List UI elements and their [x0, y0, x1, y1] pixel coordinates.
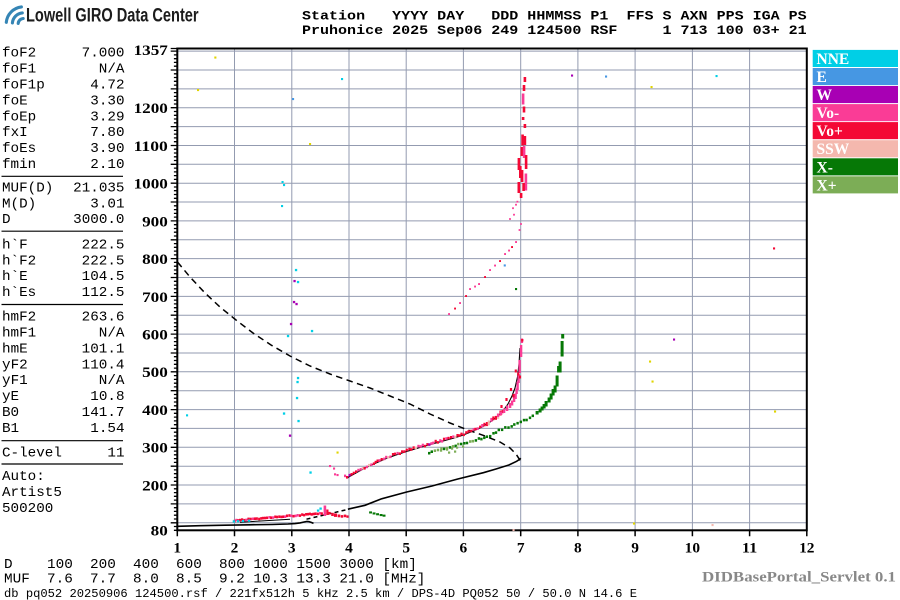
- svg-text:3000.0: 3000.0: [73, 213, 124, 228]
- svg-text:h`Es: h`Es: [2, 286, 36, 301]
- svg-text:7.000: 7.000: [82, 47, 125, 62]
- svg-text:N/A: N/A: [99, 63, 126, 78]
- svg-text:1357: 1357: [134, 43, 169, 59]
- svg-text:11: 11: [742, 541, 757, 557]
- svg-text:3.30: 3.30: [90, 94, 124, 109]
- svg-text:yF2: yF2: [2, 358, 28, 373]
- svg-text:500: 500: [142, 365, 168, 381]
- svg-text:3.01: 3.01: [90, 197, 124, 212]
- svg-text:foF1p: foF1p: [2, 79, 45, 94]
- svg-text:fxI: fxI: [2, 126, 28, 141]
- svg-text:hmF2: hmF2: [2, 311, 36, 326]
- svg-text:8: 8: [574, 541, 582, 557]
- svg-text:200: 200: [142, 478, 168, 494]
- svg-text:112.5: 112.5: [82, 286, 125, 301]
- svg-text:222.5: 222.5: [82, 238, 125, 253]
- svg-text:1.54: 1.54: [90, 422, 124, 437]
- svg-text:hmF1: hmF1: [2, 327, 36, 342]
- svg-text:Vo-: Vo-: [817, 105, 840, 122]
- svg-text:foEp: foEp: [2, 110, 36, 125]
- svg-text:E: E: [817, 69, 827, 86]
- svg-text:Artist5: Artist5: [2, 486, 62, 501]
- svg-text:MUF 7.6 7.7 8.0 8.5 9.2 1: MUF 7.6 7.7 8.0 8.5 9.2 10.3 13.3 21.0 […: [4, 573, 425, 588]
- svg-text:400: 400: [142, 403, 168, 419]
- svg-text:5: 5: [402, 541, 410, 557]
- svg-text:800: 800: [142, 252, 168, 268]
- svg-text:3.90: 3.90: [90, 142, 124, 157]
- svg-text:500200: 500200: [2, 502, 53, 517]
- svg-text:SSW: SSW: [817, 141, 850, 158]
- svg-text:1000: 1000: [134, 177, 168, 193]
- svg-text:2: 2: [231, 541, 239, 557]
- svg-text:4: 4: [345, 541, 353, 557]
- svg-text:300: 300: [142, 441, 168, 457]
- svg-text:Pruhonice 2025 Sep06 249 12450: Pruhonice 2025 Sep06 249 124500 RSF 1 71…: [302, 23, 807, 38]
- svg-text:2.10: 2.10: [90, 158, 124, 173]
- svg-text:W: W: [817, 87, 833, 104]
- svg-text:foF1: foF1: [2, 63, 36, 78]
- svg-text:yE: yE: [2, 390, 19, 405]
- svg-text:4.72: 4.72: [90, 79, 124, 94]
- svg-text:80: 80: [151, 524, 168, 540]
- svg-text:h`F: h`F: [2, 238, 28, 253]
- svg-text:11: 11: [107, 446, 124, 461]
- svg-text:7: 7: [517, 541, 525, 557]
- svg-text:h`E: h`E: [2, 270, 28, 285]
- svg-text:D: D: [2, 213, 11, 228]
- svg-text:700: 700: [142, 290, 168, 306]
- svg-text:db pq052 20250906 124500.rsf /: db pq052 20250906 124500.rsf / 221fx512h…: [4, 587, 637, 600]
- svg-text:900: 900: [142, 214, 168, 230]
- svg-text:X-: X-: [817, 159, 833, 176]
- svg-text:B1: B1: [2, 422, 19, 437]
- svg-text:9: 9: [631, 541, 639, 557]
- svg-text:C-level: C-level: [2, 446, 62, 461]
- svg-text:foEs: foEs: [2, 142, 36, 157]
- svg-text:X+: X+: [817, 177, 837, 194]
- svg-text:600: 600: [142, 328, 168, 344]
- svg-text:1: 1: [173, 541, 181, 557]
- svg-text:fmin: fmin: [2, 158, 36, 173]
- svg-text:3: 3: [288, 541, 296, 557]
- svg-text:foE: foE: [2, 94, 28, 109]
- svg-text:M(D): M(D): [2, 197, 36, 212]
- svg-text:1100: 1100: [134, 139, 168, 155]
- svg-text:12: 12: [799, 541, 814, 557]
- svg-text:141.7: 141.7: [82, 406, 125, 421]
- svg-text:7.80: 7.80: [90, 126, 124, 141]
- svg-text:N/A: N/A: [99, 374, 126, 389]
- svg-text:h`F2: h`F2: [2, 254, 36, 269]
- svg-text:Vo+: Vo+: [817, 123, 844, 140]
- svg-text:110.4: 110.4: [82, 358, 125, 373]
- svg-text:3.29: 3.29: [90, 110, 124, 125]
- svg-text:NNE: NNE: [817, 51, 850, 68]
- svg-text:yF1: yF1: [2, 374, 28, 389]
- svg-text:101.1: 101.1: [82, 342, 125, 357]
- svg-text:Auto:: Auto:: [2, 470, 45, 485]
- svg-text:B0: B0: [2, 406, 19, 421]
- svg-text:263.6: 263.6: [82, 311, 125, 326]
- svg-text:Station YYYY DAY DDD HHMMS: Station YYYY DAY DDD HHMMSS P1 FFS S AXN…: [302, 9, 807, 24]
- svg-text:DIDBasePortal_Servlet 0.1: DIDBasePortal_Servlet 0.1: [702, 570, 896, 586]
- svg-text:21.035: 21.035: [73, 181, 124, 196]
- svg-text:N/A: N/A: [99, 327, 126, 342]
- svg-text:1200: 1200: [134, 101, 168, 117]
- svg-text:foF2: foF2: [2, 47, 36, 62]
- svg-text:MUF(D): MUF(D): [2, 181, 53, 196]
- svg-text:hmE: hmE: [2, 342, 28, 357]
- svg-text:104.5: 104.5: [82, 270, 125, 285]
- svg-text:10: 10: [685, 541, 700, 557]
- svg-text:222.5: 222.5: [82, 254, 125, 269]
- svg-text:D 100 200 400 600 800 1: D 100 200 400 600 800 1000 1500 3000 [km…: [4, 558, 417, 573]
- svg-text:10.8: 10.8: [90, 390, 124, 405]
- svg-text:6: 6: [460, 541, 468, 557]
- svg-text:Lowell GIRO Data Center: Lowell GIRO Data Center: [26, 4, 199, 26]
